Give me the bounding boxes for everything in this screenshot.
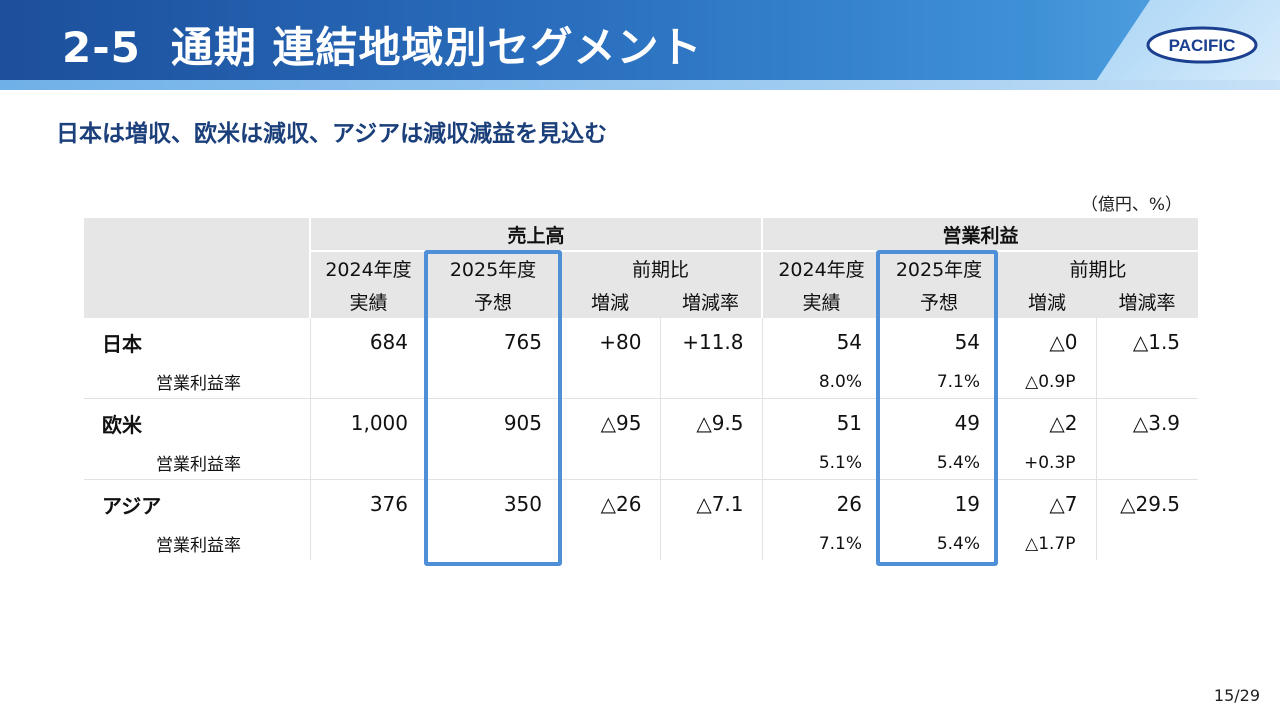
col-sales-2025-sub: 予想: [426, 285, 560, 318]
col-op-2024-sub: 実績: [761, 285, 881, 318]
table-row-us-europe: 欧米 1,000 905 △95 △9.5 51 49 △2 △3.9: [84, 398, 1199, 446]
table-row-us-europe-margin: 営業利益率 5.1% 5.4% +0.3P: [84, 446, 1199, 480]
col-sales-yoy: 前期比: [560, 251, 763, 285]
title-text: 通期 連結地域別セグメント: [170, 23, 703, 72]
cell-sales-2024: 684: [309, 318, 426, 365]
cell-sales-change: △26: [560, 479, 660, 527]
cell-sales-2025: 765: [426, 318, 560, 365]
col-sales-rate: 増減率: [660, 285, 763, 318]
table-row-asia: アジア 376 350 △26 △7.1 26 19 △7 △29.5: [84, 479, 1199, 527]
cell-sales-change: △95: [560, 398, 660, 446]
cell-op-2024: 51: [761, 398, 881, 446]
cell-margin-2025: 5.4%: [880, 446, 999, 480]
cell-margin-2024: 7.1%: [761, 527, 881, 560]
col-op-2025: 2025年度: [880, 251, 999, 285]
col-op-change: 増減: [998, 285, 1097, 318]
slide-subtitle: 日本は増収、欧米は減収、アジアは減収減益を見込む: [56, 121, 608, 147]
segment-table: 売上高 営業利益 2024年度 2025年度 前期比 2024年度 2025年度…: [84, 218, 1199, 560]
col-op-yoy: 前期比: [998, 251, 1199, 285]
cell-margin-change: △0.9P: [998, 365, 1097, 399]
cell-margin-change: △1.7P: [998, 527, 1097, 560]
table-row-japan: 日本 684 765 +80 +11.8 54 54 △0 △1.5: [84, 318, 1199, 365]
margin-label: 営業利益率: [84, 365, 310, 399]
cell-margin-2024: 5.1%: [761, 446, 881, 480]
cell-op-rate: △1.5: [1095, 318, 1199, 365]
group-header-op: 営業利益: [761, 218, 1199, 252]
cell-margin-2025: 7.1%: [880, 365, 999, 399]
page-number: 15/29: [1213, 686, 1260, 705]
cell-sales-change: +80: [560, 318, 660, 365]
cell-op-2024: 54: [761, 318, 881, 365]
cell-sales-2025: 905: [426, 398, 560, 446]
col-sales-2025: 2025年度: [426, 251, 560, 285]
pacific-logo: PACIFIC: [1146, 26, 1258, 64]
cell-op-2024: 26: [761, 479, 881, 527]
margin-label: 営業利益率: [84, 446, 310, 480]
header-band: 2-5 通期 連結地域別セグメント PACIFIC: [0, 0, 1280, 90]
cell-op-rate: △3.9: [1095, 398, 1199, 446]
logo-text: PACIFIC: [1169, 36, 1236, 55]
region-label: アジア: [84, 479, 310, 527]
header-rule: [0, 80, 1280, 90]
cell-op-rate: △29.5: [1095, 479, 1199, 527]
table-row-japan-margin: 営業利益率 8.0% 7.1% △0.9P: [84, 365, 1199, 399]
cell-sales-rate: +11.8: [659, 318, 763, 365]
cell-op-2025: 19: [880, 479, 999, 527]
corner-cell: [84, 218, 310, 318]
col-sales-2024-sub: 実績: [309, 285, 426, 318]
cell-op-2025: 49: [880, 398, 999, 446]
section-number: 2-5: [62, 23, 141, 72]
cell-sales-rate: △7.1: [659, 479, 763, 527]
col-sales-2024: 2024年度: [309, 251, 426, 285]
col-sales-change: 増減: [560, 285, 660, 318]
region-label: 欧米: [84, 398, 310, 446]
cell-op-change: △0: [998, 318, 1097, 365]
page-title: 2-5 通期 連結地域別セグメント: [62, 14, 703, 75]
cell-margin-2024: 8.0%: [761, 365, 881, 399]
cell-sales-rate: △9.5: [659, 398, 763, 446]
col-op-2024: 2024年度: [761, 251, 881, 285]
cell-margin-change: +0.3P: [998, 446, 1097, 480]
unit-note: （億円、%）: [1080, 195, 1182, 215]
margin-label: 営業利益率: [84, 527, 310, 560]
region-label: 日本: [84, 318, 310, 365]
group-header-sales: 売上高: [308, 218, 763, 252]
cell-sales-2025: 350: [426, 479, 560, 527]
col-op-rate: 増減率: [1096, 285, 1199, 318]
cell-op-change: △2: [998, 398, 1097, 446]
col-op-2025-sub: 予想: [880, 285, 999, 318]
cell-sales-2024: 376: [309, 479, 426, 527]
cell-op-2025: 54: [880, 318, 999, 365]
cell-margin-2025: 5.4%: [880, 527, 999, 560]
cell-op-change: △7: [998, 479, 1097, 527]
cell-sales-2024: 1,000: [309, 398, 426, 446]
table-row-asia-margin: 営業利益率 7.1% 5.4% △1.7P: [84, 527, 1199, 560]
